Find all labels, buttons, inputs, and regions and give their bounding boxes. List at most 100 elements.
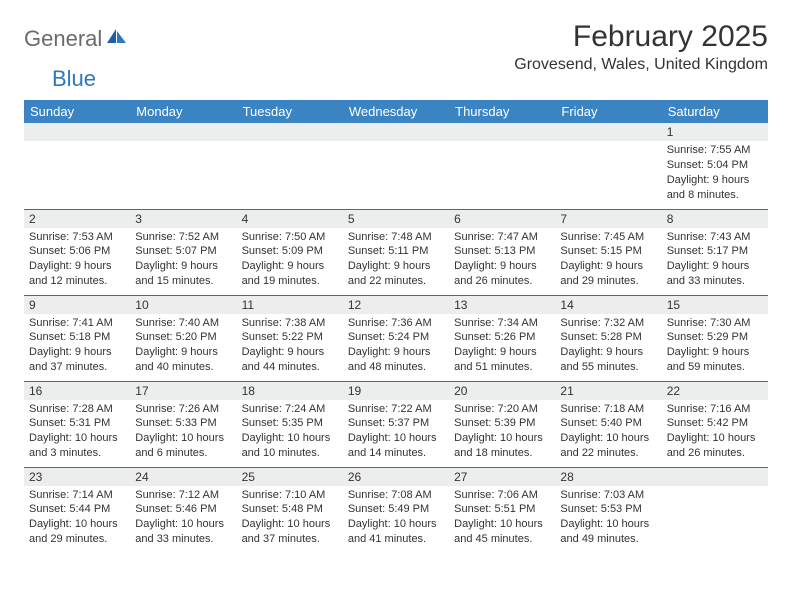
sunset: Sunset: 5:18 PM xyxy=(29,330,125,345)
day-number xyxy=(24,123,130,141)
sunset: Sunset: 5:22 PM xyxy=(242,330,338,345)
daylight-line2: and 33 minutes. xyxy=(135,532,231,547)
day-details: Sunrise: 7:53 AMSunset: 5:06 PMDaylight:… xyxy=(24,228,130,293)
sunset: Sunset: 5:33 PM xyxy=(135,416,231,431)
daylight-line2: and 8 minutes. xyxy=(667,188,763,203)
daylight-line1: Daylight: 10 hours xyxy=(135,431,231,446)
day-details: Sunrise: 7:16 AMSunset: 5:42 PMDaylight:… xyxy=(662,400,768,465)
day-number: 7 xyxy=(555,210,661,228)
day-number: 14 xyxy=(555,296,661,314)
daylight-line2: and 26 minutes. xyxy=(454,274,550,289)
day-cell xyxy=(662,467,768,553)
day-number: 19 xyxy=(343,382,449,400)
sunrise: Sunrise: 7:53 AM xyxy=(29,230,125,245)
day-cell: 19Sunrise: 7:22 AMSunset: 5:37 PMDayligh… xyxy=(343,381,449,467)
day-number: 5 xyxy=(343,210,449,228)
day-details: Sunrise: 7:14 AMSunset: 5:44 PMDaylight:… xyxy=(24,486,130,551)
daylight-line2: and 37 minutes. xyxy=(242,532,338,547)
daylight-line2: and 26 minutes. xyxy=(667,446,763,461)
day-details: Sunrise: 7:36 AMSunset: 5:24 PMDaylight:… xyxy=(343,314,449,379)
sunset: Sunset: 5:07 PM xyxy=(135,244,231,259)
sunset: Sunset: 5:09 PM xyxy=(242,244,338,259)
week-row: 1Sunrise: 7:55 AMSunset: 5:04 PMDaylight… xyxy=(24,123,768,209)
week-row: 9Sunrise: 7:41 AMSunset: 5:18 PMDaylight… xyxy=(24,295,768,381)
weekday-friday: Friday xyxy=(555,100,661,123)
week-row: 2Sunrise: 7:53 AMSunset: 5:06 PMDaylight… xyxy=(24,209,768,295)
daylight-line2: and 14 minutes. xyxy=(348,446,444,461)
daylight-line1: Daylight: 9 hours xyxy=(560,259,656,274)
sunset: Sunset: 5:26 PM xyxy=(454,330,550,345)
sunrise: Sunrise: 7:06 AM xyxy=(454,488,550,503)
day-number: 24 xyxy=(130,468,236,486)
day-details xyxy=(555,141,661,147)
day-number: 21 xyxy=(555,382,661,400)
daylight-line1: Daylight: 9 hours xyxy=(135,259,231,274)
day-cell: 4 Sunrise: 7:50 AMSunset: 5:09 PMDaylight… xyxy=(237,209,343,295)
day-number: 27 xyxy=(449,468,555,486)
day-cell: 16Sunrise: 7:28 AMSunset: 5:31 PMDayligh… xyxy=(24,381,130,467)
week-row: 23Sunrise: 7:14 AMSunset: 5:44 PMDayligh… xyxy=(24,467,768,553)
day-cell xyxy=(24,123,130,209)
daylight-line1: Daylight: 9 hours xyxy=(348,259,444,274)
sunset: Sunset: 5:35 PM xyxy=(242,416,338,431)
day-details: Sunrise: 7:38 AMSunset: 5:22 PMDaylight:… xyxy=(237,314,343,379)
daylight-line1: Daylight: 9 hours xyxy=(242,259,338,274)
title-block: February 2025 Grovesend, Wales, United K… xyxy=(514,20,768,74)
day-number: 3 xyxy=(130,210,236,228)
day-number xyxy=(555,123,661,141)
day-cell: 13Sunrise: 7:34 AMSunset: 5:26 PMDayligh… xyxy=(449,295,555,381)
day-details: Sunrise: 7:06 AMSunset: 5:51 PMDaylight:… xyxy=(449,486,555,551)
daylight-line2: and 29 minutes. xyxy=(560,274,656,289)
sunrise: Sunrise: 7:55 AM xyxy=(667,143,763,158)
sunrise: Sunrise: 7:24 AM xyxy=(242,402,338,417)
daylight-line2: and 49 minutes. xyxy=(560,532,656,547)
day-cell xyxy=(237,123,343,209)
sunrise: Sunrise: 7:18 AM xyxy=(560,402,656,417)
weekday-tuesday: Tuesday xyxy=(237,100,343,123)
sunrise: Sunrise: 7:50 AM xyxy=(242,230,338,245)
day-details xyxy=(662,486,768,492)
daylight-line2: and 19 minutes. xyxy=(242,274,338,289)
sunset: Sunset: 5:40 PM xyxy=(560,416,656,431)
daylight-line2: and 6 minutes. xyxy=(135,446,231,461)
day-number: 4 xyxy=(237,210,343,228)
daylight-line1: Daylight: 10 hours xyxy=(242,431,338,446)
daylight-line1: Daylight: 9 hours xyxy=(135,345,231,360)
daylight-line1: Daylight: 10 hours xyxy=(135,517,231,532)
day-number: 16 xyxy=(24,382,130,400)
sunset: Sunset: 5:37 PM xyxy=(348,416,444,431)
sunrise: Sunrise: 7:10 AM xyxy=(242,488,338,503)
daylight-line1: Daylight: 9 hours xyxy=(667,345,763,360)
month-title: February 2025 xyxy=(514,20,768,54)
day-details: Sunrise: 7:28 AMSunset: 5:31 PMDaylight:… xyxy=(24,400,130,465)
day-number: 2 xyxy=(24,210,130,228)
day-number: 18 xyxy=(237,382,343,400)
location: Grovesend, Wales, United Kingdom xyxy=(514,56,768,74)
daylight-line1: Daylight: 10 hours xyxy=(454,431,550,446)
sail-icon xyxy=(106,28,128,51)
sunset: Sunset: 5:20 PM xyxy=(135,330,231,345)
daylight-line2: and 18 minutes. xyxy=(454,446,550,461)
daylight-line2: and 40 minutes. xyxy=(135,360,231,375)
daylight-line1: Daylight: 10 hours xyxy=(348,431,444,446)
sunset: Sunset: 5:49 PM xyxy=(348,502,444,517)
weekday-sunday: Sunday xyxy=(24,100,130,123)
sunrise: Sunrise: 7:26 AM xyxy=(135,402,231,417)
sunrise: Sunrise: 7:12 AM xyxy=(135,488,231,503)
daylight-line2: and 29 minutes. xyxy=(29,532,125,547)
day-cell: 20Sunrise: 7:20 AMSunset: 5:39 PMDayligh… xyxy=(449,381,555,467)
day-cell: 5Sunrise: 7:48 AMSunset: 5:11 PMDaylight… xyxy=(343,209,449,295)
day-details xyxy=(449,141,555,147)
day-number: 11 xyxy=(237,296,343,314)
sunset: Sunset: 5:44 PM xyxy=(29,502,125,517)
day-cell: 9Sunrise: 7:41 AMSunset: 5:18 PMDaylight… xyxy=(24,295,130,381)
day-details: Sunrise: 7:48 AMSunset: 5:11 PMDaylight:… xyxy=(343,228,449,293)
daylight-line2: and 48 minutes. xyxy=(348,360,444,375)
day-cell: 2Sunrise: 7:53 AMSunset: 5:06 PMDaylight… xyxy=(24,209,130,295)
daylight-line1: Daylight: 10 hours xyxy=(348,517,444,532)
sunrise: Sunrise: 7:45 AM xyxy=(560,230,656,245)
day-details: Sunrise: 7:03 AMSunset: 5:53 PMDaylight:… xyxy=(555,486,661,551)
calendar-table: SundayMondayTuesdayWednesdayThursdayFrid… xyxy=(24,100,768,553)
day-cell: 28Sunrise: 7:03 AMSunset: 5:53 PMDayligh… xyxy=(555,467,661,553)
sunset: Sunset: 5:15 PM xyxy=(560,244,656,259)
